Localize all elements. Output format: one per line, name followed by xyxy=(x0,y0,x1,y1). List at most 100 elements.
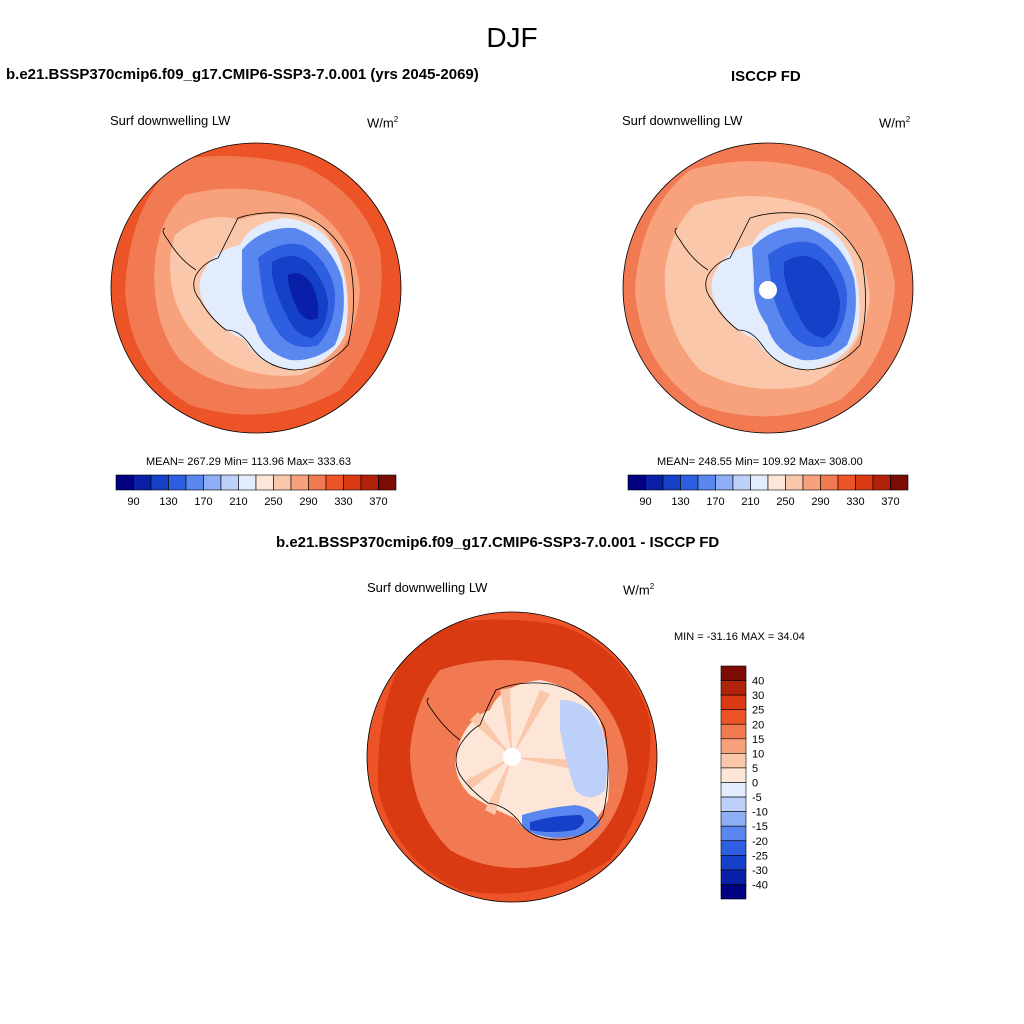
obs-colorbar-swatch xyxy=(627,474,646,491)
obs-colorbar-swatch xyxy=(820,474,839,491)
diff-colorbar-swatch xyxy=(720,869,747,885)
model-colorbar-swatch xyxy=(220,474,239,491)
model-colorbar-tick-label: 290 xyxy=(299,496,317,508)
obs-coastline xyxy=(705,212,866,371)
obs-colorbar-swatch xyxy=(872,474,891,491)
diff-units-label: W/m2 xyxy=(623,582,655,598)
diff-colorbar-swatch xyxy=(720,665,747,681)
diff-colorbar-tick-label: -25 xyxy=(752,850,768,862)
obs-colorbar-tick-label: 250 xyxy=(776,496,794,508)
model-colorbar-swatch xyxy=(150,474,169,491)
figure-title: DJF xyxy=(486,22,538,53)
obs-colorbar-tick-label: 170 xyxy=(706,496,724,508)
diff-colorbar-tick-label: 10 xyxy=(752,748,764,760)
diff-colorbar-tick-label: -15 xyxy=(752,821,768,833)
obs-colorbar-swatch xyxy=(662,474,681,491)
diff-colorbar-tick-label: 25 xyxy=(752,705,764,717)
obs-colorbar-tick-label: 370 xyxy=(881,496,899,508)
model-map-border xyxy=(110,142,402,434)
model-map xyxy=(110,142,402,434)
model-colorbar-swatch xyxy=(273,474,292,491)
diff-peninsula xyxy=(426,697,461,741)
diff-negative-area-1 xyxy=(560,700,607,798)
obs-colorbar-tick-label: 90 xyxy=(639,496,651,508)
model-colorbar-swatch xyxy=(115,474,134,491)
diff-colorbar-swatch xyxy=(720,855,747,871)
diff-colorbar-tick-label: 5 xyxy=(752,763,758,775)
model-colorbar-tick-label: 330 xyxy=(334,496,352,508)
obs-colorbar-tick-label: 330 xyxy=(846,496,864,508)
diff-colorbar-tick-label: -30 xyxy=(752,865,768,877)
model-colorbar-swatch xyxy=(203,474,222,491)
diff-colorbar-swatch xyxy=(720,738,747,754)
model-colorbar-tick-label: 130 xyxy=(159,496,177,508)
model-stats: MEAN= 267.29 Min= 113.96 Max= 333.63 xyxy=(146,456,351,468)
model-variable-label: Surf downwelling LW xyxy=(110,113,231,128)
diff-colorbar-swatch xyxy=(720,709,747,725)
model-colorbar-swatch xyxy=(185,474,204,491)
obs-colorbar-swatch xyxy=(855,474,874,491)
obs-colorbar-swatch xyxy=(680,474,699,491)
diff-colorbar-tick-label: 15 xyxy=(752,734,764,746)
diff-colorbar-swatch xyxy=(720,782,747,798)
diff-panel-title: b.e21.BSSP370cmip6.f09_g17.CMIP6-SSP3-7.… xyxy=(276,534,720,551)
model-colorbar-swatch xyxy=(360,474,379,491)
model-colorbar-swatch xyxy=(238,474,257,491)
model-colorbar-swatch xyxy=(290,474,309,491)
model-peninsula xyxy=(162,227,197,271)
obs-colorbar-swatch xyxy=(802,474,821,491)
diff-colorbar-tick-label: -20 xyxy=(752,836,768,848)
obs-colorbar-swatch xyxy=(697,474,716,491)
obs-colorbar-swatch xyxy=(750,474,769,491)
diff-colorbar: 40 30 25 20 15 10 5 0 -5 -10 -15 -20 -25 -30 -40 xyxy=(720,665,768,900)
diff-pole-hole xyxy=(503,748,521,766)
obs-colorbar-swatch xyxy=(837,474,856,491)
diff-colorbar-swatch xyxy=(720,796,747,812)
diff-colorbar-tick-label: -5 xyxy=(752,792,762,804)
diff-colorbar-tick-label: -10 xyxy=(752,807,768,819)
obs-colorbar-swatch xyxy=(890,474,909,491)
diff-colorbar-swatch xyxy=(720,825,747,842)
model-colorbar: 90 130 170 210 250 290 330 370 xyxy=(115,474,397,508)
diff-stats: MIN = -31.16 MAX = 34.04 xyxy=(674,631,805,643)
obs-stats: MEAN= 248.55 Min= 109.92 Max= 308.00 xyxy=(657,456,863,468)
obs-colorbar-swatch xyxy=(715,474,734,491)
obs-ice-level3 xyxy=(784,256,840,338)
diff-map-border xyxy=(366,611,658,903)
diff-colorbar-tick-label: 20 xyxy=(752,719,764,731)
obs-colorbar-swatch xyxy=(785,474,804,491)
obs-peninsula xyxy=(674,227,709,271)
obs-colorbar: 90 130 170 210 250 290 330 370 xyxy=(627,474,909,508)
obs-colorbar-swatch xyxy=(767,474,786,491)
model-colorbar-swatch xyxy=(168,474,187,491)
obs-colorbar-swatch xyxy=(732,474,751,491)
model-colorbar-swatch xyxy=(343,474,362,491)
obs-variable-label: Surf downwelling LW xyxy=(622,113,743,128)
obs-panel-title: ISCCP FD xyxy=(731,68,801,85)
diff-colorbar-swatch xyxy=(720,884,747,900)
obs-colorbar-swatch xyxy=(645,474,664,491)
obs-map xyxy=(622,142,914,434)
model-panel-title: b.e21.BSSP370cmip6.f09_g17.CMIP6-SSP3-7.… xyxy=(6,66,479,83)
diff-colorbar-tick-label: 40 xyxy=(752,676,764,688)
model-units-label: W/m2 xyxy=(367,115,399,131)
diff-colorbar-swatch xyxy=(720,840,747,856)
diff-colorbar-tick-label: 0 xyxy=(752,778,758,790)
diff-variable-label: Surf downwelling LW xyxy=(367,580,488,595)
model-colorbar-tick-label: 250 xyxy=(264,496,282,508)
diff-colorbar-swatch xyxy=(720,723,747,740)
diff-colorbar-tick-label: 30 xyxy=(752,690,764,702)
diff-coastline xyxy=(455,682,609,841)
diff-map xyxy=(366,611,658,903)
model-colorbar-swatch xyxy=(378,474,397,491)
model-colorbar-swatch xyxy=(133,474,152,491)
obs-map-border xyxy=(622,142,914,434)
diff-colorbar-swatch xyxy=(720,694,747,710)
model-colorbar-swatch xyxy=(308,474,327,491)
model-colorbar-swatch xyxy=(325,474,344,491)
model-colorbar-tick-label: 210 xyxy=(229,496,247,508)
model-colorbar-tick-label: 370 xyxy=(369,496,387,508)
obs-colorbar-tick-label: 290 xyxy=(811,496,829,508)
obs-colorbar-tick-label: 130 xyxy=(671,496,689,508)
